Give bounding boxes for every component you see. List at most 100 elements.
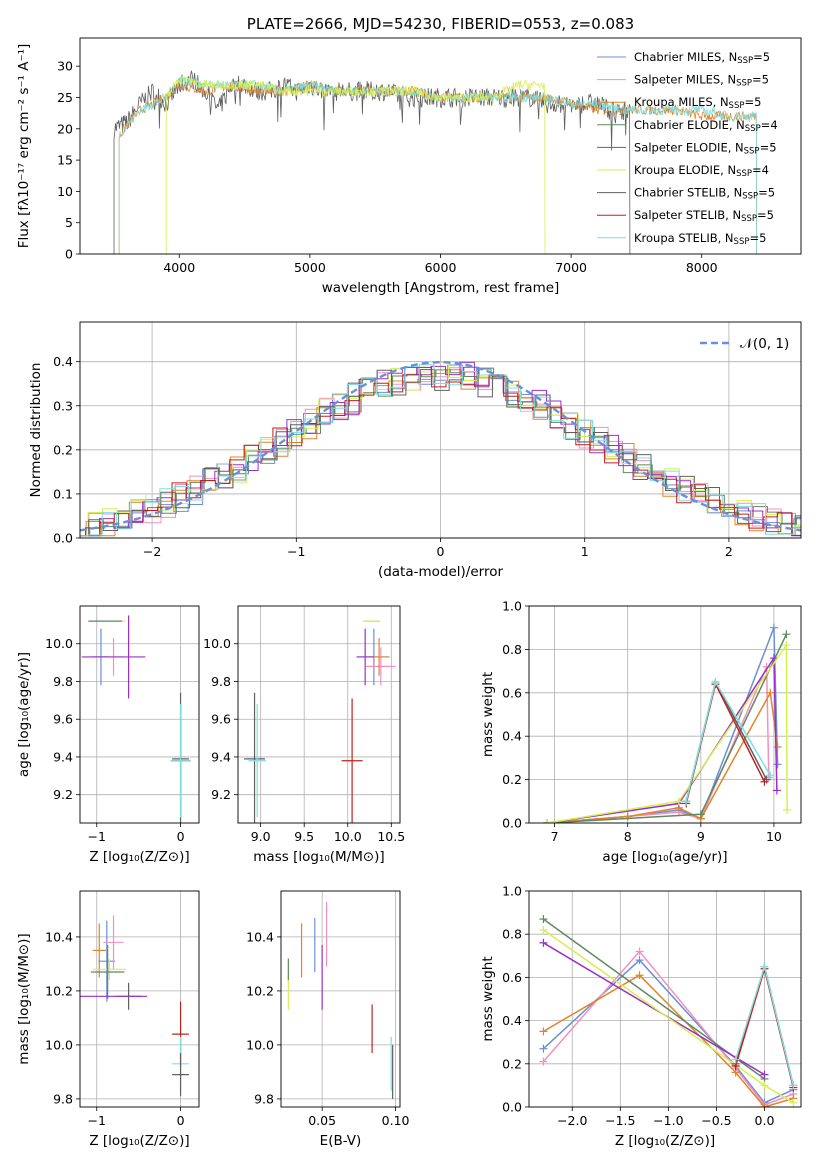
y-tick-label: 9.6 xyxy=(211,712,231,727)
spectrum-frame xyxy=(79,37,802,255)
weight-marker xyxy=(760,777,769,786)
x-tick-label: −0.5 xyxy=(701,1113,731,1128)
data-point xyxy=(356,628,374,686)
residual-histogram xyxy=(80,364,801,537)
legend-entry: Chabrier STELIB, NSSP=5 xyxy=(634,186,775,202)
y-tick-label: 0.4 xyxy=(53,354,73,369)
y-tick-label: 0.4 xyxy=(502,1013,522,1028)
residuals-plot-area xyxy=(80,360,801,537)
x-tick-label: −2.0 xyxy=(557,1113,587,1128)
weight-series-line xyxy=(547,655,778,823)
y-tick-label: 9.2 xyxy=(211,787,231,802)
x-axis-label: Z [log₁₀(Z/Z⊙)] xyxy=(615,1133,715,1149)
weights_age-plot-area xyxy=(543,623,792,823)
weights_z-frame xyxy=(528,890,802,1108)
y-tick-label: 9.4 xyxy=(53,749,73,764)
ebv_mass-plot-area xyxy=(287,901,394,1099)
x-tick-label: 1 xyxy=(581,544,589,559)
data-point xyxy=(172,1053,189,1097)
y-tick-label: 0.0 xyxy=(53,531,73,546)
residuals-axes: −2 −1 0 1 2 0.0 0.1 0.2 0.3 0.4 (data-model)/error… xyxy=(28,322,801,580)
z_age-axes: −1 0 9.2 9.4 9.6 9.8 10.0 Z [log₁₀(Z/Z⊙)] age [l… xyxy=(16,606,199,865)
x-tick-label: 6000 xyxy=(425,260,457,275)
ebv_mass-frame xyxy=(280,890,401,1108)
y-tick-label: 0.6 xyxy=(502,685,522,700)
legend-subscript: SSP xyxy=(745,124,761,134)
x-tick-label: 2 xyxy=(725,544,733,559)
x-tick-label: 9 xyxy=(697,829,705,844)
x-tick-label: 7 xyxy=(551,829,559,844)
legend-tail: =4 xyxy=(752,163,769,177)
weight-marker xyxy=(783,805,792,814)
y-tick-label: 10.0 xyxy=(203,636,231,651)
weight-marker xyxy=(539,1044,548,1053)
legend-subscript: SSP xyxy=(736,169,752,179)
weight-marker xyxy=(539,925,548,934)
weight-marker xyxy=(760,1103,769,1107)
legend-subscript: SSP xyxy=(737,56,753,66)
legend-subscript: SSP xyxy=(742,192,758,202)
mass_age-plot-area xyxy=(244,620,396,823)
x-tick-label: 0.10 xyxy=(382,1113,410,1128)
x-tick-label: −2 xyxy=(143,544,161,559)
x-axis-label: mass [log₁₀(M/M⊙)] xyxy=(253,849,384,865)
weight-marker xyxy=(760,962,769,971)
residual-histogram xyxy=(80,364,801,537)
weight-marker xyxy=(766,688,775,697)
data-point xyxy=(98,920,116,1002)
x-tick-label: −1 xyxy=(88,1113,106,1128)
y-tick-label: 0.3 xyxy=(53,398,73,413)
y-tick-label: 1.0 xyxy=(502,884,522,899)
y-tick-label: 9.8 xyxy=(254,1091,274,1106)
y-tick-label: 0.2 xyxy=(502,772,522,787)
y-axis-label: mass weight xyxy=(480,956,496,1041)
y-tick-label: 10.2 xyxy=(246,983,274,998)
z_mass-frame xyxy=(79,890,200,1108)
z_mass-plot-area xyxy=(80,915,189,1097)
y-tick-label: 0.6 xyxy=(502,970,522,985)
x-tick-label: 10 xyxy=(766,829,782,844)
y-tick-label: 9.8 xyxy=(53,674,73,689)
x-tick-label: 0.0 xyxy=(755,1113,775,1128)
legend-tail: =5 xyxy=(757,208,774,222)
y-tick-label: 10 xyxy=(57,184,73,199)
x-tick-label: −1.5 xyxy=(605,1113,635,1128)
y-tick-label: 0.8 xyxy=(502,642,522,657)
weights_age-axes: 7 8 9 10 0.0 0.2 0.4 0.6 0.8 1.0 age [log₁₀(age/yr… xyxy=(480,599,801,865)
legend-subscript: SSP xyxy=(744,147,760,157)
data-point xyxy=(92,923,106,978)
y-tick-label: 20 xyxy=(57,121,73,136)
y-axis-label: Normed distribution xyxy=(28,363,44,498)
y-tick-label: 10.4 xyxy=(246,929,274,944)
weights_z-plot-area xyxy=(539,915,798,1107)
y-tick-label: 0 xyxy=(65,247,73,262)
weight-marker xyxy=(769,623,778,632)
y-axis-label: Flux [fλ10⁻¹⁷ erg cm⁻² s⁻¹ A⁻¹] xyxy=(16,44,32,249)
weight-marker xyxy=(773,743,782,752)
y-tick-label: 15 xyxy=(57,153,73,168)
x-tick-label: 7000 xyxy=(555,260,587,275)
y-tick-label: 9.4 xyxy=(211,749,231,764)
legend-entry: Chabrier MILES, NSSP=5 xyxy=(634,50,770,66)
legend-tail: =5 xyxy=(758,186,775,200)
weight-marker xyxy=(766,771,775,780)
x-tick-label: −1 xyxy=(287,544,305,559)
weight-series-line xyxy=(547,690,779,823)
legend-tail: =5 xyxy=(760,140,777,154)
residual-histogram xyxy=(80,366,801,537)
data-point xyxy=(341,698,363,823)
legend-tail: =4 xyxy=(761,118,778,132)
x-tick-label: 0.05 xyxy=(308,1113,336,1128)
legend-entry: 𝒩(0, 1) xyxy=(740,336,789,352)
x-tick-label: 9.5 xyxy=(294,829,314,844)
weight-series-line xyxy=(685,680,771,802)
weight-series-line xyxy=(685,681,766,804)
data-point xyxy=(103,915,124,970)
x-axis-label: Z [log₁₀(Z/Z⊙)] xyxy=(89,849,189,865)
x-tick-label: 8 xyxy=(624,829,632,844)
legend-entry: Salpeter STELIB, NSSP=5 xyxy=(634,208,774,224)
weight-marker xyxy=(782,641,791,650)
x-tick-label: 0 xyxy=(177,829,185,844)
x-tick-label: 8000 xyxy=(686,260,718,275)
residuals-frame xyxy=(79,321,802,539)
